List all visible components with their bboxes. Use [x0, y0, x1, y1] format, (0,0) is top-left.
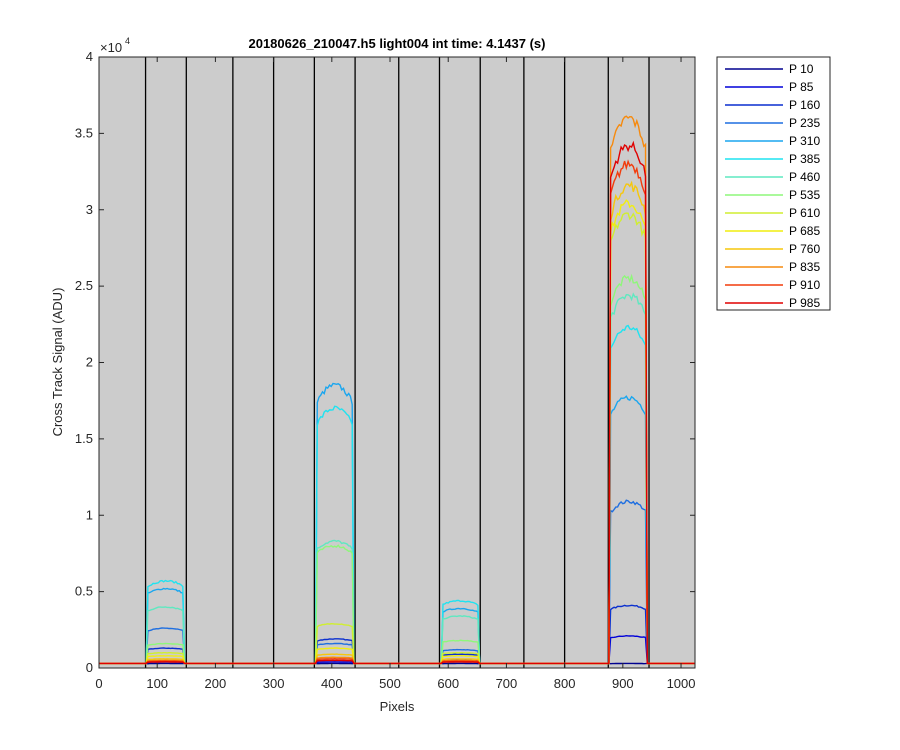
x-tick-label: 700: [496, 676, 518, 691]
legend-label: P 685: [789, 224, 820, 238]
chart-title: 20180626_210047.h5 light004 int time: 4.…: [248, 36, 545, 51]
x-tick-label: 500: [379, 676, 401, 691]
y-tick-label: 1: [86, 507, 93, 522]
y-axis-label: Cross Track Signal (ADU): [50, 288, 65, 437]
x-tick-label: 300: [263, 676, 285, 691]
x-tick-label: 900: [612, 676, 634, 691]
y-tick-label: 4: [86, 49, 93, 64]
y-tick-label: 2: [86, 355, 93, 370]
y-exponent-base: ×10: [100, 40, 122, 55]
legend-label: P 910: [789, 278, 820, 292]
plot-background: [99, 57, 695, 668]
x-tick-label: 600: [437, 676, 459, 691]
x-tick-label: 800: [554, 676, 576, 691]
legend-label: P 985: [789, 296, 820, 310]
y-tick-label: 0.5: [75, 584, 93, 599]
y-axis: 0 0.5 1 1.5 2 2.5 3 3.5 4: [75, 49, 695, 675]
legend-label: P 235: [789, 116, 820, 130]
y-tick-label: 2.5: [75, 278, 93, 293]
legend-label: P 610: [789, 206, 820, 220]
x-tick-label: 0: [95, 676, 102, 691]
y-tick-label: 3: [86, 202, 93, 217]
y-tick-label: 0: [86, 660, 93, 675]
legend-label: P 385: [789, 152, 820, 166]
y-tick-label: 3.5: [75, 125, 93, 140]
x-tick-label: 1000: [667, 676, 696, 691]
series-line: [99, 140, 695, 665]
series-lines: [99, 115, 695, 665]
legend-label: P 835: [789, 260, 820, 274]
x-tick-label: 400: [321, 676, 343, 691]
legend-label: P 160: [789, 98, 820, 112]
vertical-divider-lines: [144, 57, 650, 668]
legend-box: [716, 56, 831, 311]
legend-label: P 85: [789, 80, 814, 94]
x-axis: 0 100 200 300 400 500 600 700 800 900 1000: [95, 57, 695, 691]
legend-label: P 760: [789, 242, 820, 256]
legend-label: P 310: [789, 134, 820, 148]
legend-label: P 460: [789, 170, 820, 184]
x-tick-label: 200: [205, 676, 227, 691]
x-tick-label: 100: [146, 676, 168, 691]
y-exponent-power: 4: [125, 36, 130, 46]
legend: P 10 P 85 P 160 P 235 P 310 P 385 P 460 P 535 P …: [716, 56, 831, 311]
x-axis-label: Pixels: [380, 699, 415, 714]
y-tick-label: 1.5: [75, 431, 93, 446]
legend-label: P 10: [789, 62, 814, 76]
legend-label: P 535: [789, 188, 820, 202]
